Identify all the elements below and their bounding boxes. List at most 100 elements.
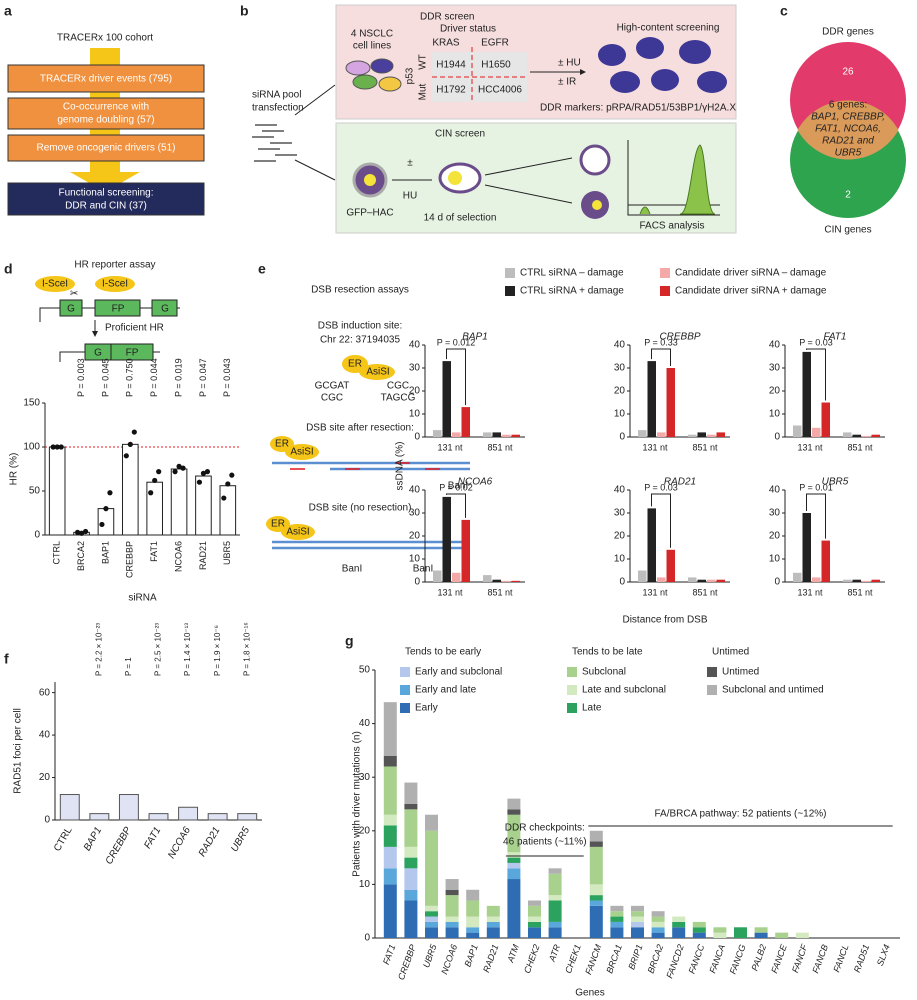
x-tick-label: FAT1 <box>381 943 397 966</box>
label: HU <box>403 191 417 202</box>
bracket <box>446 348 466 406</box>
annotation: P = 0.044 <box>149 358 159 397</box>
bar-segment <box>507 798 521 810</box>
y-tick-label: 40 <box>769 485 781 496</box>
label: ER <box>348 359 362 370</box>
y-tick-label: 10 <box>614 409 626 420</box>
flow-title: TRACERx 100 cohort <box>57 33 153 44</box>
panel-title: NCOA6 <box>458 477 493 488</box>
flow-step: genome doubling (57) <box>57 115 154 126</box>
legend-swatch <box>660 286 670 296</box>
bar-segment <box>589 841 603 847</box>
label: DSB site (no resection) <box>309 503 412 514</box>
bar <box>688 434 697 437</box>
panel-title: UBR5 <box>822 477 849 488</box>
legend-swatch <box>505 286 515 296</box>
bar-segment <box>383 755 397 767</box>
enzyme <box>285 444 319 460</box>
x-label: Genes <box>575 988 604 999</box>
panel-label: a <box>4 3 12 19</box>
bar-segment <box>466 932 480 938</box>
bar-segment <box>610 927 624 938</box>
label: G <box>161 304 169 315</box>
flow-box <box>7 64 205 93</box>
label: cell lines <box>353 41 391 52</box>
bar <box>793 425 802 437</box>
x-tick-label: ATM <box>505 943 521 965</box>
bar <box>237 813 258 821</box>
y-tick-label: 20 <box>614 531 626 542</box>
annotation: P = 0.047 <box>198 358 208 397</box>
point <box>103 506 109 512</box>
annotation: P = 0.045 <box>100 358 110 397</box>
y-label: ssDNA (%) <box>395 442 406 491</box>
bar-segment <box>425 927 438 938</box>
x-tick-label: FANCB <box>810 943 830 974</box>
y-tick-label: 30 <box>359 772 371 783</box>
label: AsiSI <box>366 367 389 378</box>
y-tick-label: 10 <box>409 554 421 565</box>
x-tick-label: 131 nt <box>437 442 463 452</box>
bar-segment <box>486 921 500 928</box>
label: FP <box>126 348 139 359</box>
bar-segment <box>651 911 665 917</box>
x-tick-label: UBR5 <box>421 942 439 969</box>
x-tick-label: ATR <box>547 943 563 964</box>
x-tick-label: 851 nt <box>487 442 513 452</box>
bar <box>452 432 461 437</box>
bar <box>657 432 666 437</box>
bar-segment <box>425 905 438 912</box>
label: ± IR <box>558 77 576 88</box>
label: CIN screen <box>435 129 485 140</box>
bar-segment <box>754 932 768 938</box>
point <box>176 463 182 469</box>
bar-segment <box>528 927 541 938</box>
x-tick-label: UBR5 <box>229 825 252 854</box>
x-tick-label: PALB2 <box>749 943 768 972</box>
bar <box>821 402 830 437</box>
y-tick-label: 10 <box>359 879 371 890</box>
bar <box>666 549 675 582</box>
gene-box <box>110 343 154 361</box>
label: DSB resection assays <box>311 285 409 296</box>
y-tick-label: 0 <box>619 577 625 588</box>
x-tick-label: RAD51 <box>852 943 871 974</box>
bar-segment <box>795 932 809 938</box>
bar <box>843 579 852 582</box>
x-tick-label: BAP1 <box>82 825 104 853</box>
panel-label: f <box>4 651 9 667</box>
histogram <box>639 144 716 215</box>
label: H1650 <box>481 60 511 71</box>
label: ± <box>407 158 413 169</box>
y-tick-label: 10 <box>409 409 421 420</box>
label: transfection <box>252 103 304 114</box>
annotation: P = 1.4 × 10⁻¹³ <box>183 623 192 676</box>
x-tick-label: FAT1 <box>142 825 163 850</box>
point <box>54 444 60 450</box>
legend-swatch <box>400 667 410 677</box>
annotation: P = 0.750 <box>125 358 135 397</box>
y-tick-label: 40 <box>769 340 781 351</box>
point <box>127 441 133 447</box>
bar-segment <box>383 702 397 756</box>
bar-segment <box>507 868 521 880</box>
x-tick-label: FANCA <box>707 943 727 974</box>
legend-label: Early <box>415 703 438 714</box>
bar-segment <box>610 905 624 912</box>
annotation: P = 0.01 <box>799 482 833 492</box>
bar-segment <box>445 879 459 890</box>
bar <box>716 579 725 582</box>
bar-segment <box>404 846 418 858</box>
enzyme <box>95 276 135 292</box>
bar-segment <box>548 873 562 896</box>
resection <box>290 462 440 470</box>
gene-box <box>59 299 83 317</box>
bar <box>812 427 821 437</box>
label: Mut <box>418 83 429 100</box>
bar <box>146 481 163 536</box>
bar <box>647 361 656 437</box>
x-tick-label: RAD21 <box>197 825 223 858</box>
bar-segment <box>425 830 438 906</box>
legend-label: Untimed <box>722 667 759 678</box>
count: 2 <box>845 190 851 201</box>
